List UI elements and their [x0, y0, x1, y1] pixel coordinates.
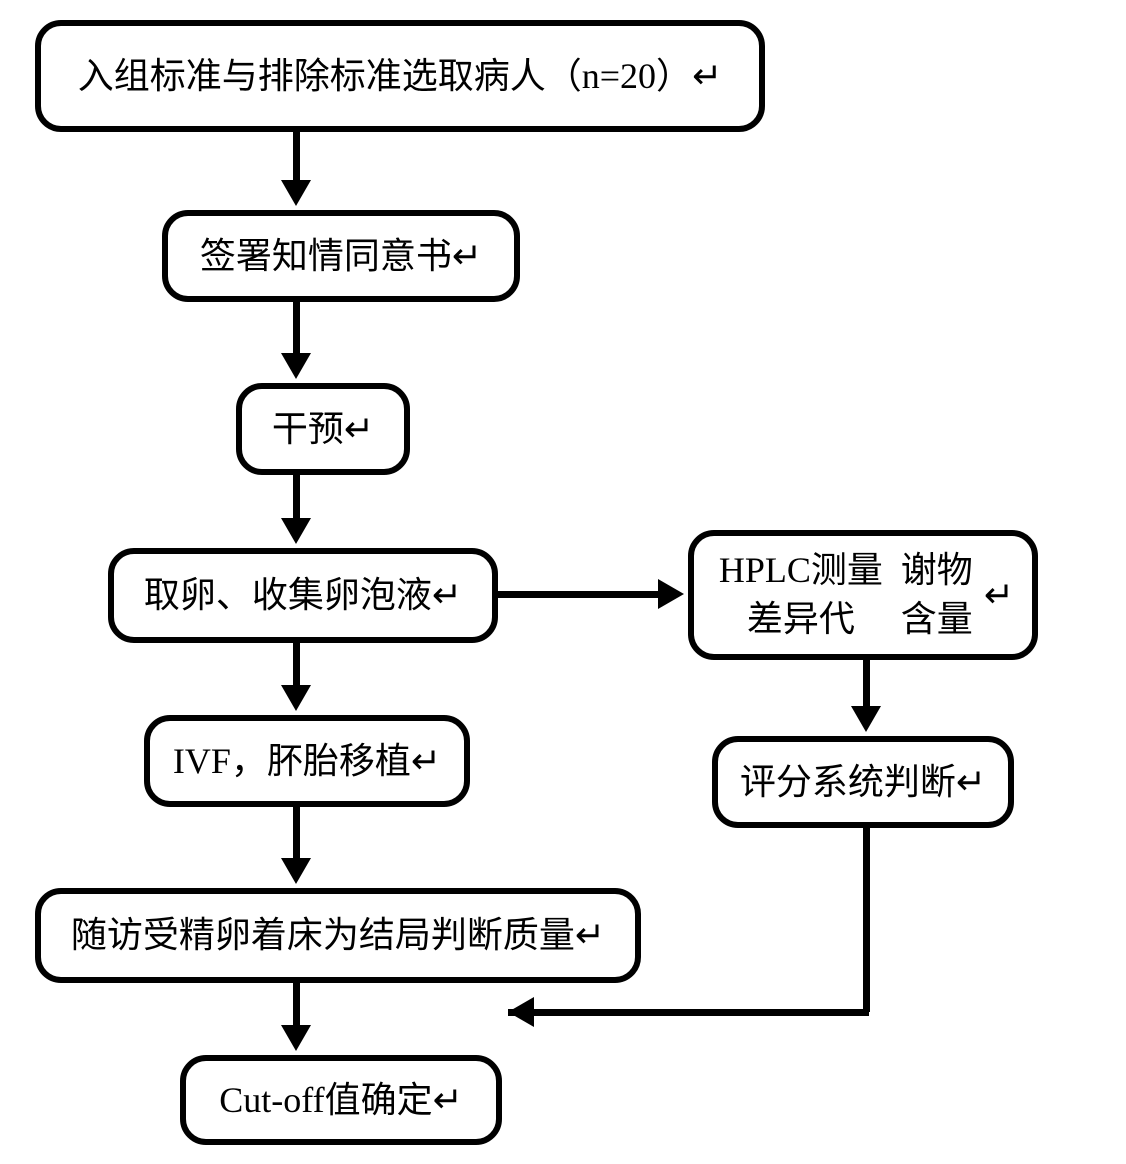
edge-segment: [508, 1009, 869, 1016]
flow-node-n8: HPLC测量差异代谢物含量↵: [688, 530, 1038, 660]
return-mark-icon: ↵: [433, 1076, 463, 1125]
return-mark-icon: ↵: [344, 405, 374, 454]
return-mark-icon: ↵: [956, 758, 986, 807]
edge-segment: [498, 591, 660, 598]
return-mark-icon: ↵: [692, 52, 722, 101]
edge-segment: [293, 302, 300, 355]
edge-segment: [863, 660, 870, 708]
node-text: 入组标准与排除标准选取病人（n=20）: [78, 52, 692, 101]
return-mark-icon: ↵: [432, 571, 462, 620]
arrowhead-icon: [281, 518, 311, 544]
arrowhead-icon: [851, 706, 881, 732]
flow-node-n2: 签署知情同意书↵: [162, 210, 520, 302]
edge-segment: [293, 643, 300, 687]
node-text: 随访受精卵着床为结局判断质量: [71, 911, 575, 960]
arrowhead-icon: [281, 858, 311, 884]
node-text: IVF，肧胎移植: [173, 737, 411, 786]
node-text: 干预: [272, 405, 344, 454]
arrowhead-icon: [281, 180, 311, 206]
flow-node-n3: 干预↵: [236, 383, 410, 475]
return-mark-icon: ↵: [452, 232, 482, 281]
edge-segment: [293, 475, 300, 520]
flow-node-n1: 入组标准与排除标准选取病人（n=20）↵: [35, 20, 765, 132]
flow-node-n9: 评分系统判断↵: [712, 736, 1014, 828]
flow-node-n6: 随访受精卵着床为结局判断质量↵: [35, 888, 641, 983]
arrowhead-icon: [281, 685, 311, 711]
node-text: 评分系统判断: [740, 758, 956, 807]
flow-node-n7: Cut-off值确定↵: [180, 1055, 502, 1145]
node-text: HPLC测量差异代: [712, 546, 890, 643]
node-text: 取卵、收集卵泡液: [144, 571, 432, 620]
node-text: 签署知情同意书: [200, 232, 452, 281]
node-text: 谢物含量: [890, 546, 984, 643]
return-mark-icon: ↵: [984, 571, 1014, 620]
return-mark-icon: ↵: [575, 911, 605, 960]
edge-segment: [863, 828, 870, 1012]
flow-node-n4: 取卵、收集卵泡液↵: [108, 548, 498, 643]
arrowhead-icon: [658, 579, 684, 609]
return-mark-icon: ↵: [411, 737, 441, 786]
arrowhead-icon: [281, 1025, 311, 1051]
flowchart-canvas: 入组标准与排除标准选取病人（n=20）↵签署知情同意书↵干预↵取卵、收集卵泡液↵…: [0, 0, 1126, 1164]
flow-node-n5: IVF，肧胎移植↵: [144, 715, 470, 807]
edge-segment: [293, 807, 300, 860]
arrowhead-icon: [508, 997, 534, 1027]
edge-segment: [293, 132, 300, 182]
node-text: Cut-off值确定: [219, 1076, 432, 1125]
arrowhead-icon: [281, 353, 311, 379]
edge-segment: [293, 983, 300, 1027]
